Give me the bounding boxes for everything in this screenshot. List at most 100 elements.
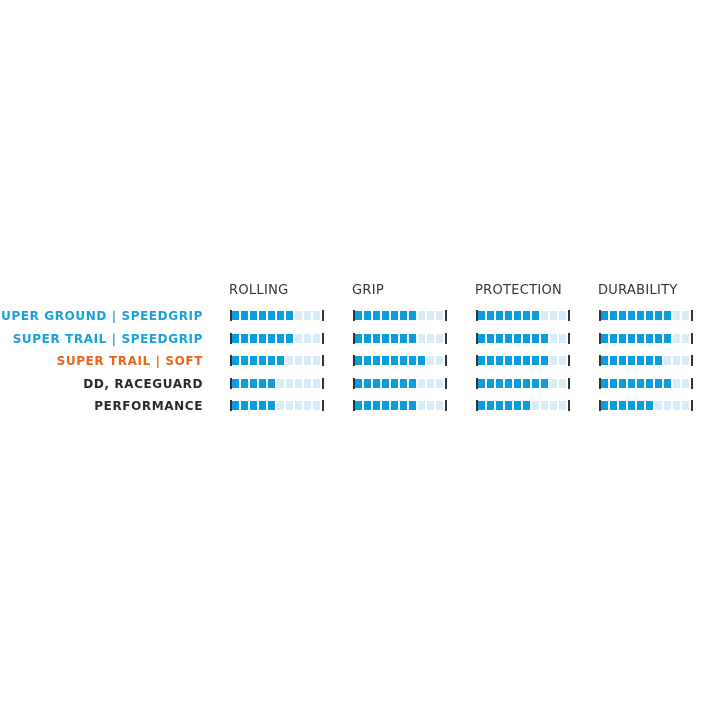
rating-bar-protection (476, 400, 570, 411)
rating-segment-filled (628, 334, 635, 343)
rating-segment-filled (655, 334, 662, 343)
rating-segment-filled (355, 311, 362, 320)
rating-segment-filled (382, 311, 389, 320)
bar-start-tick (230, 310, 232, 321)
rating-segment-filled (355, 401, 362, 410)
rating-segment-filled (268, 334, 275, 343)
rating-segment-empty (313, 334, 320, 343)
rating-segment-filled (382, 401, 389, 410)
rating-segment-empty (304, 401, 311, 410)
row-label: SUPER TRAIL | SPEEDGRIP (12, 332, 203, 346)
rating-segment-filled (637, 311, 644, 320)
rating-segment-empty (532, 401, 539, 410)
rating-segment-filled (373, 401, 380, 410)
rating-segment-filled (646, 401, 653, 410)
rating-segment-filled (364, 379, 371, 388)
rating-segment-filled (505, 401, 512, 410)
rating-segment-filled (532, 334, 539, 343)
rating-segment-filled (241, 356, 248, 365)
bar-start-tick (353, 378, 355, 389)
rating-bar-durability (599, 310, 693, 321)
rating-segment-filled (628, 401, 635, 410)
rating-segment-filled (655, 311, 662, 320)
rating-segment-filled (478, 334, 485, 343)
rating-segment-filled (619, 401, 626, 410)
bar-start-tick (353, 333, 355, 344)
bar-start-tick (476, 333, 478, 344)
column-header-rolling: ROLLING (229, 283, 289, 298)
rating-segment-filled (646, 311, 653, 320)
rating-segment-empty (673, 311, 680, 320)
rating-segment-empty (313, 311, 320, 320)
rating-segment-filled (523, 334, 530, 343)
rating-bar-rolling (230, 355, 324, 366)
rating-segment-filled (601, 379, 608, 388)
rating-segment-filled (268, 401, 275, 410)
bar-end-tick (691, 310, 693, 321)
rating-segment-filled (478, 379, 485, 388)
rating-segment-filled (505, 334, 512, 343)
bar-end-tick (445, 378, 447, 389)
rating-segment-empty (418, 311, 425, 320)
row-label: SUPER GROUND | SPEEDGRIP (0, 309, 203, 323)
rating-segment-filled (505, 311, 512, 320)
rating-segment-filled (523, 311, 530, 320)
rating-segment-empty (664, 401, 671, 410)
rating-segment-empty (673, 334, 680, 343)
rating-segment-filled (655, 379, 662, 388)
rating-segment-filled (601, 356, 608, 365)
row-label: SUPER TRAIL | SOFT (56, 354, 203, 368)
bar-end-tick (691, 378, 693, 389)
rating-bar-grip (353, 355, 447, 366)
rating-segment-filled (505, 379, 512, 388)
rating-segment-empty (550, 401, 557, 410)
rating-segment-empty (682, 379, 689, 388)
rating-segment-filled (541, 379, 548, 388)
rating-segment-empty (436, 334, 443, 343)
rating-segment-filled (250, 334, 257, 343)
rating-segment-empty (313, 379, 320, 388)
rating-segment-filled (241, 311, 248, 320)
rating-bar-durability (599, 333, 693, 344)
rating-segment-filled (409, 311, 416, 320)
rating-segment-filled (232, 401, 239, 410)
rating-segment-empty (559, 356, 566, 365)
rating-segment-filled (277, 311, 284, 320)
rating-segment-filled (400, 334, 407, 343)
rating-bar-protection (476, 378, 570, 389)
rating-segment-filled (496, 401, 503, 410)
rating-segment-filled (268, 356, 275, 365)
rating-segment-filled (391, 311, 398, 320)
rating-segment-empty (682, 334, 689, 343)
rating-segment-filled (259, 356, 266, 365)
rating-segment-empty (559, 379, 566, 388)
rating-segment-filled (400, 311, 407, 320)
rating-segment-filled (628, 356, 635, 365)
rating-segment-filled (268, 311, 275, 320)
rating-segment-filled (373, 356, 380, 365)
rating-segment-filled (628, 311, 635, 320)
rating-segment-filled (241, 334, 248, 343)
rating-segment-empty (418, 334, 425, 343)
bar-end-tick (445, 355, 447, 366)
rating-segment-empty (550, 334, 557, 343)
bar-start-tick (476, 355, 478, 366)
rating-segment-filled (409, 356, 416, 365)
rating-segment-filled (610, 334, 617, 343)
rating-segment-empty (295, 334, 302, 343)
rating-segment-filled (637, 334, 644, 343)
rating-segment-empty (418, 379, 425, 388)
bar-end-tick (691, 355, 693, 366)
rating-segment-filled (364, 356, 371, 365)
rating-segment-filled (355, 334, 362, 343)
rating-segment-empty (277, 401, 284, 410)
rating-segment-filled (664, 311, 671, 320)
bar-end-tick (568, 355, 570, 366)
rating-segment-filled (610, 311, 617, 320)
rating-bar-protection (476, 355, 570, 366)
bar-end-tick (568, 310, 570, 321)
rating-segment-empty (313, 356, 320, 365)
rating-segment-filled (286, 334, 293, 343)
rating-segment-filled (601, 401, 608, 410)
rating-segment-filled (514, 334, 521, 343)
